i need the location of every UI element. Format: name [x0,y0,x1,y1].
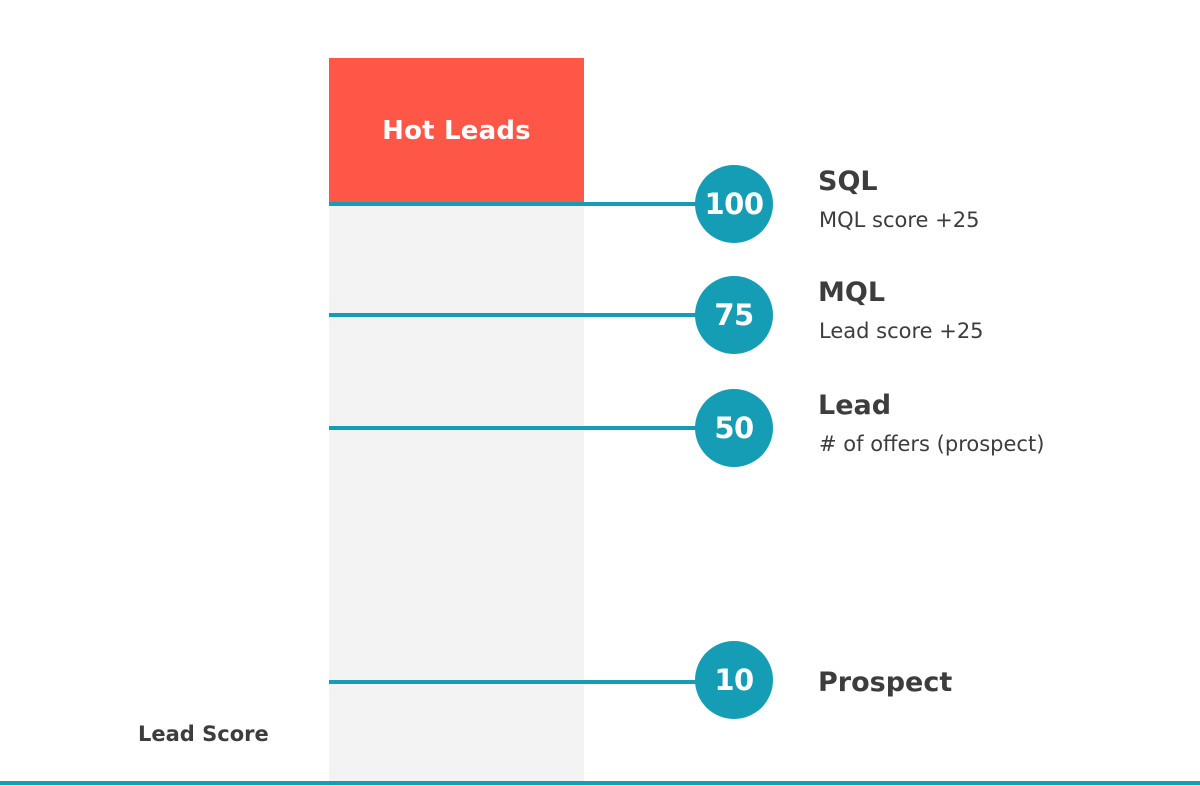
tier-line-mql [329,313,735,317]
axis-label: Lead Score [138,722,269,746]
tier-description-sql: MQL score +25 [819,208,980,232]
tier-name-mql: MQL [818,277,886,308]
score-circle-sql: 100 [695,165,773,243]
score-circle-prospect: 10 [695,641,773,719]
tier-name-sql: SQL [818,166,878,197]
score-value-prospect: 10 [714,663,754,697]
score-circle-mql: 75 [695,276,773,354]
score-circle-lead: 50 [695,389,773,467]
hot-leads-box: Hot Leads [329,58,584,204]
score-value-mql: 75 [714,298,754,332]
tier-name-lead: Lead [818,390,892,421]
tier-name-prospect: Prospect [818,667,953,698]
tier-description-mql: Lead score +25 [819,319,984,343]
tier-line-prospect [329,680,735,684]
tier-description-lead: # of offers (prospect) [819,432,1045,456]
score-value-lead: 50 [714,411,754,445]
tier-line-sql [329,202,735,206]
baseline [0,781,1200,785]
tier-line-lead [329,426,735,430]
score-value-sql: 100 [704,187,764,221]
hot-leads-label: Hot Leads [382,116,531,146]
